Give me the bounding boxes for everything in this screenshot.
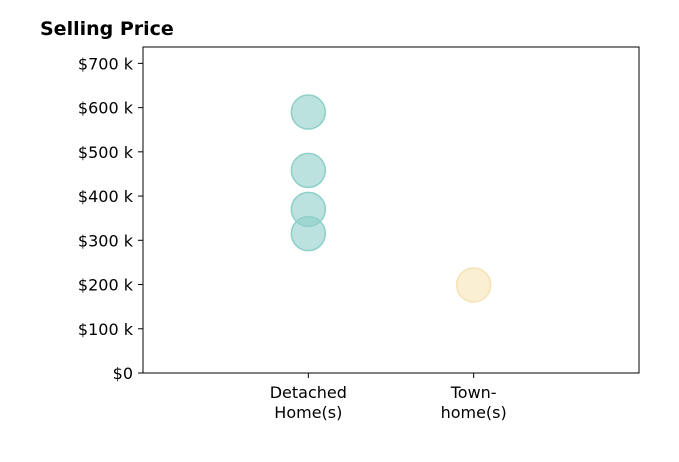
x-tick-label-line: Home(s) xyxy=(274,403,342,422)
y-tick-label: $700 k xyxy=(78,54,134,73)
chart-title: Selling Price xyxy=(40,18,174,40)
y-tick-label: $200 k xyxy=(78,276,134,295)
data-point xyxy=(455,267,492,303)
plot-frame xyxy=(142,46,640,374)
x-tick-label: Detached Home(s) xyxy=(270,383,347,422)
y-tick-label: $0 xyxy=(113,364,133,383)
plot-area: $0 $100 k $200 k $300 k $400 k $500 k $600 k $7… xyxy=(78,46,640,422)
y-tick-label: $500 k xyxy=(78,143,134,162)
data-point xyxy=(290,215,327,252)
x-tick-label-line: Town- xyxy=(450,383,497,402)
y-tick-label: $600 k xyxy=(78,99,134,118)
x-tick-label: Town-home(s) xyxy=(441,383,507,422)
x-tick-label-line: home(s) xyxy=(441,403,507,422)
data-point xyxy=(290,94,327,130)
y-tick-label: $400 k xyxy=(78,187,134,206)
y-tick-label: $100 k xyxy=(78,320,134,339)
x-tick-label-line: Detached xyxy=(270,383,347,402)
data-point xyxy=(290,152,327,189)
y-tick-label: $300 k xyxy=(78,231,134,250)
